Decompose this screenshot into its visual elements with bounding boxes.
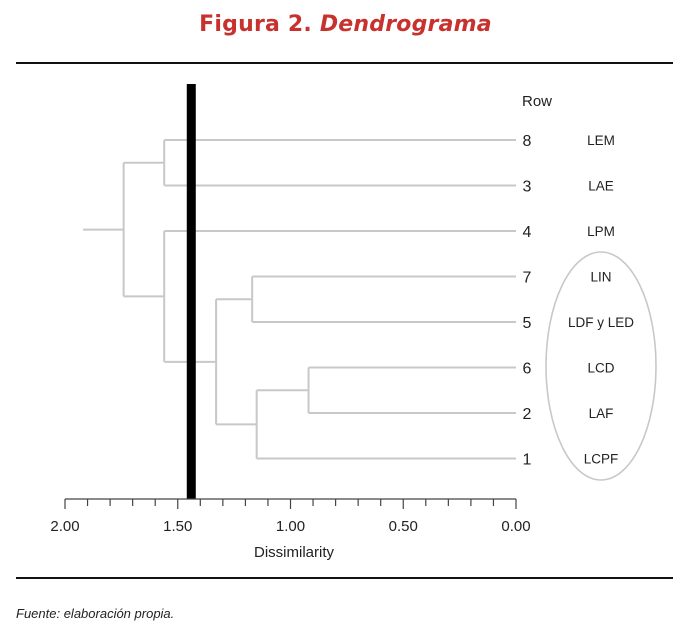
row-number: 1 — [523, 452, 532, 469]
row-number: 7 — [523, 270, 532, 287]
row-number: 5 — [523, 315, 532, 332]
leaf-label: LCPF — [584, 452, 619, 467]
x-axis-label: Dissimilarity — [254, 544, 334, 561]
x-axis: 2.00 1.50 1.00 0.50 0.00 — [50, 498, 531, 535]
branches — [83, 139, 516, 460]
row-number: 6 — [523, 361, 532, 378]
figure-title-prefix: Figura 2. — [199, 12, 320, 37]
x-tick-label: 2.00 — [50, 518, 79, 535]
leaf-label: LAF — [589, 406, 614, 421]
x-tick-label: 1.00 — [276, 518, 305, 535]
leaf-labels: LEM LAE LPM LIN LDF y LED LCD LAF LCPF — [568, 133, 634, 467]
row-number: 2 — [523, 406, 532, 423]
figure-title: Figura 2. Dendrograma — [0, 12, 691, 37]
source-note: Fuente: elaboración propia. — [16, 606, 175, 621]
x-tick-label: 0.50 — [389, 518, 418, 535]
leaf-label: LCD — [587, 361, 614, 376]
leaf-label: LIN — [590, 270, 611, 285]
row-header: Row — [522, 93, 552, 110]
leaf-label: LAE — [588, 179, 614, 194]
x-tick-label: 1.50 — [163, 518, 192, 535]
leaf-label: LPM — [587, 224, 615, 239]
x-tick-label: 0.00 — [501, 518, 530, 535]
figure-title-main: Dendrograma — [319, 12, 492, 37]
row-number: 4 — [523, 224, 532, 241]
top-rule — [16, 62, 673, 64]
dendrogram-chart: Row 8 3 4 7 5 6 2 1 LEM LAE LPM LIN LDF y LED LCD LAF… — [50, 84, 657, 561]
highlight-ellipse — [545, 251, 657, 481]
leaf-label: LDF y LED — [568, 315, 634, 330]
cut-line — [186, 84, 196, 499]
bottom-rule — [16, 577, 673, 579]
leaf-label: LEM — [587, 133, 615, 148]
row-numbers: 8 3 4 7 5 6 2 1 — [523, 133, 532, 469]
row-number: 3 — [523, 179, 532, 196]
row-number: 8 — [523, 133, 532, 150]
